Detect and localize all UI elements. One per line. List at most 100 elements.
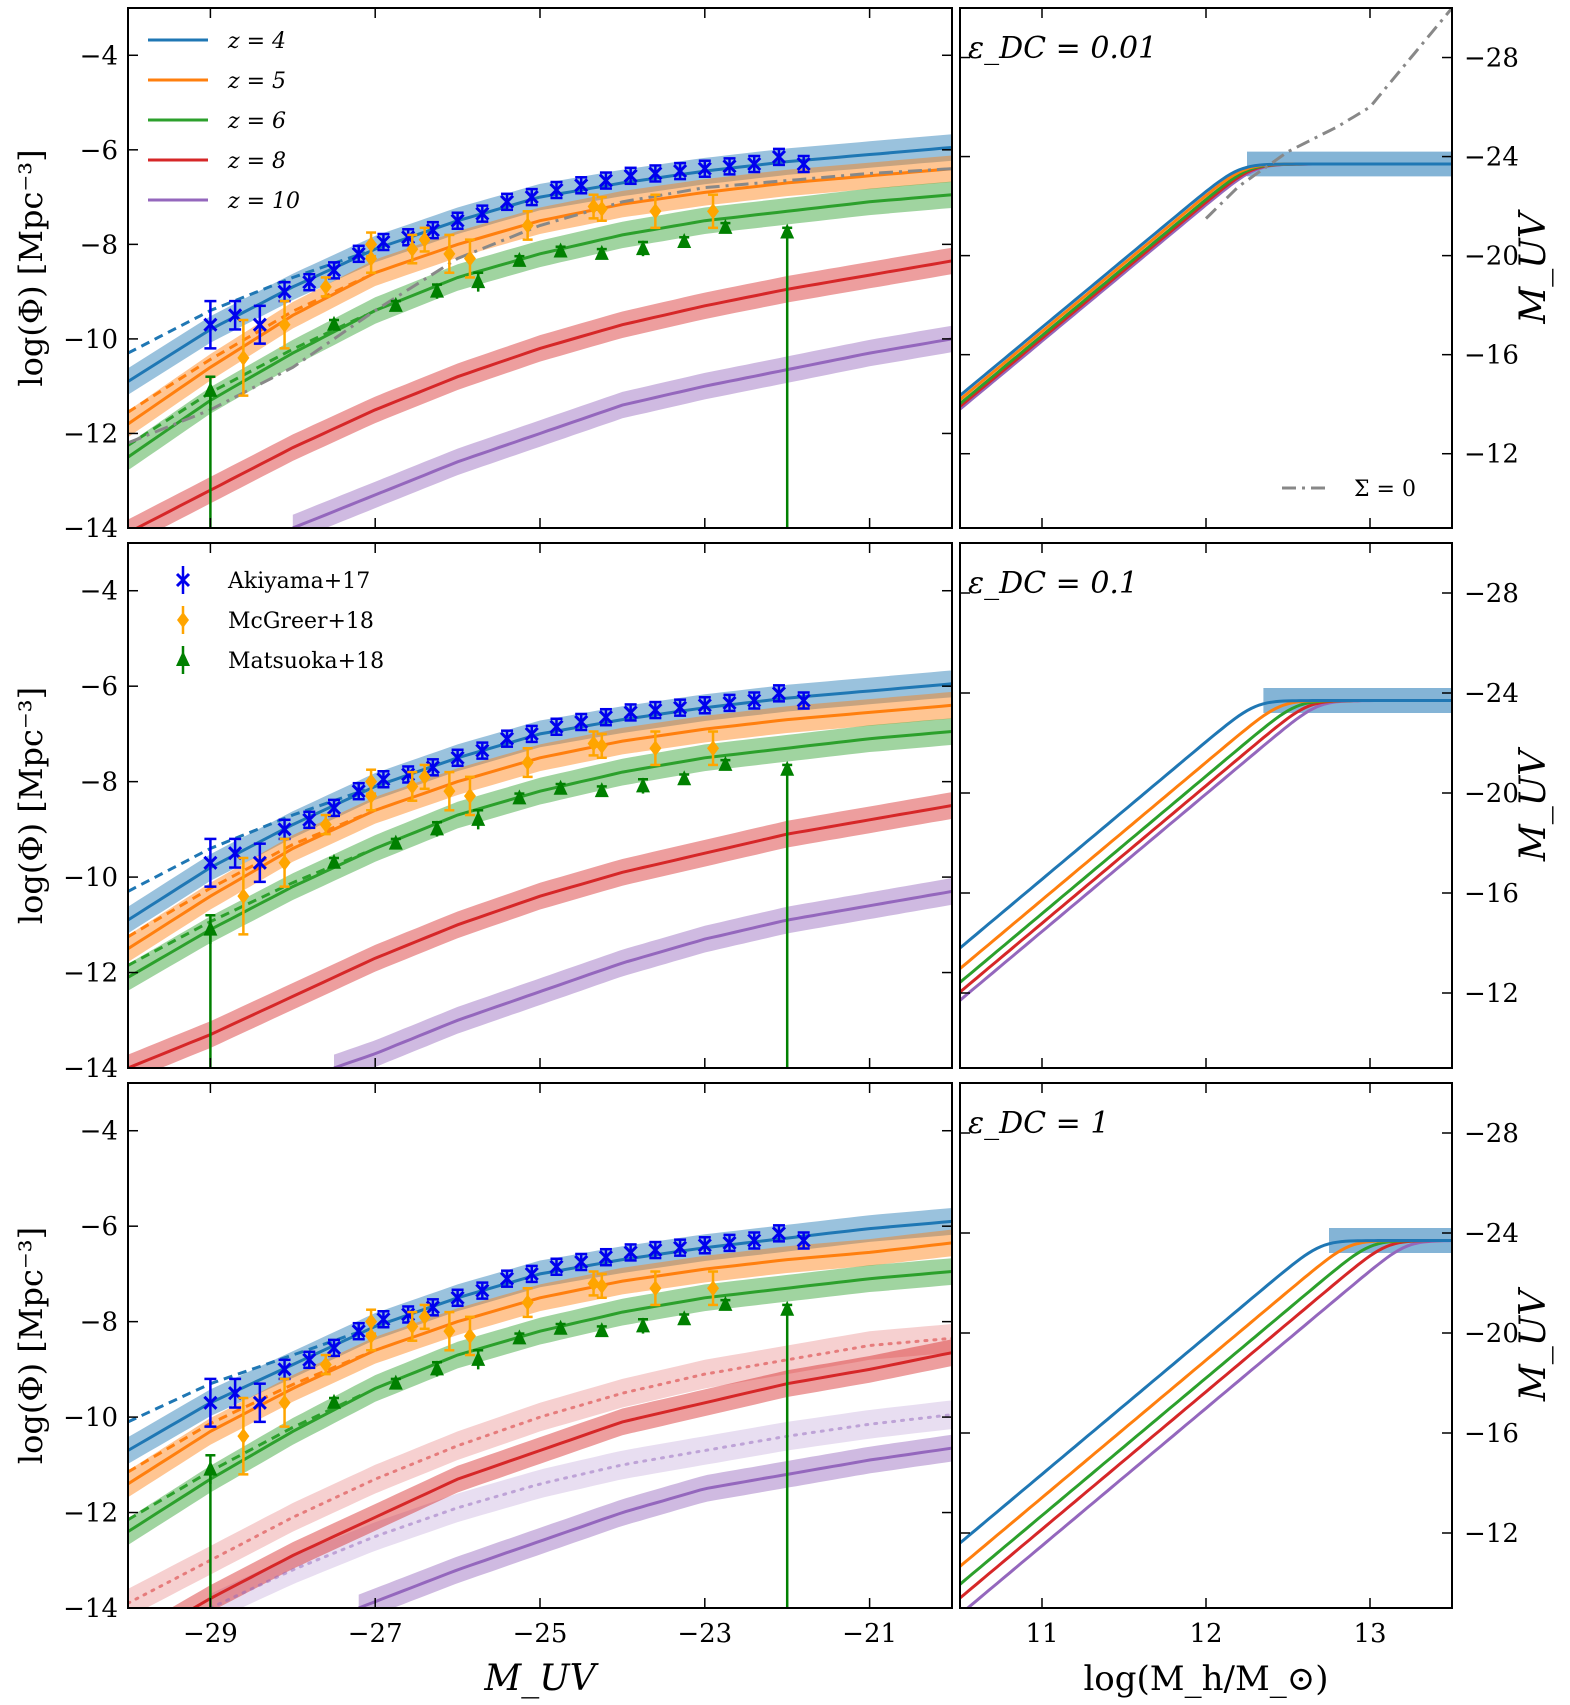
akiyama-marker (425, 223, 440, 238)
mcgreer-marker (521, 754, 534, 771)
matsuoka-marker (636, 240, 650, 256)
mcgreer-marker (707, 1280, 720, 1297)
matsuoka-marker (471, 810, 486, 826)
y-tick-label: −4 (80, 577, 118, 607)
akiyama-marker (203, 1395, 218, 1410)
left-ylabel: log(Φ) [Mpc⁻³] (12, 1227, 50, 1464)
series-curve (190, 1351, 952, 1608)
mh-muv-curve (960, 1239, 1452, 1600)
series-band (128, 1208, 952, 1464)
akiyama-marker (598, 173, 613, 188)
mcgreer-marker (418, 231, 431, 248)
mcgreer-marker (595, 737, 608, 754)
akiyama-marker (252, 317, 267, 332)
mcgreer-marker (406, 1318, 419, 1335)
right-panel-0-frame (959, 7, 1453, 529)
matsuoka-marker (430, 1360, 444, 1376)
mcgreer-marker (443, 1323, 456, 1340)
akiyama-marker (623, 1245, 638, 1260)
akiyama-marker (673, 1240, 688, 1255)
asymptote-dashed (128, 251, 366, 355)
akiyama-marker (648, 166, 663, 181)
left-xlabel: M_UV (483, 1658, 599, 1699)
series-band (128, 718, 952, 991)
mcgreer-marker (443, 783, 456, 800)
right-xlabel: log(M_h/M_⊙) (1083, 1659, 1328, 1699)
matsuoka-marker (780, 1300, 795, 1316)
akiyama-marker (771, 149, 787, 164)
mcgreer-marker (595, 1277, 608, 1294)
akiyama-marker (277, 284, 292, 299)
mcgreer-marker (595, 200, 608, 217)
bands-row-1 (128, 670, 952, 1068)
akiyama-marker (747, 156, 762, 172)
akiyama-marker (475, 743, 490, 758)
akiyama-marker (771, 686, 787, 701)
series-band (128, 134, 952, 395)
akiyama-marker (549, 719, 564, 734)
akiyama-marker (796, 693, 811, 708)
akiyama-marker (499, 731, 515, 746)
matsuoka-marker (677, 770, 692, 786)
akiyama-marker (524, 1266, 539, 1281)
mcgreer-marker (587, 1275, 600, 1292)
akiyama-marker (549, 1259, 564, 1274)
matsuoka-marker (594, 782, 609, 798)
sigma0-legend-label: Σ = 0 (1354, 477, 1416, 502)
right-lines-1 (960, 699, 1452, 1002)
akiyama-marker (326, 263, 342, 278)
data-row-2 (203, 1224, 811, 1608)
observational-data (175, 147, 811, 1608)
y-tick-label: −8 (80, 1308, 118, 1338)
matsuoka-marker (430, 282, 444, 298)
series-curve (128, 193, 952, 459)
akiyama-marker (796, 1233, 811, 1248)
right-panel-1-frame (959, 542, 1453, 1069)
mcgreer-marker (237, 1428, 250, 1445)
matsuoka-marker (780, 223, 795, 239)
y-tick-label: −12 (1464, 1519, 1519, 1549)
series-curve (333, 889, 952, 1068)
y-tick-label: −28 (1464, 44, 1519, 74)
akiyama-marker (351, 784, 366, 799)
akiyama-marker (623, 705, 638, 720)
mcgreer-marker (278, 316, 291, 333)
y-tick-label: −16 (1464, 879, 1519, 909)
mcgreer-marker (463, 787, 476, 804)
akiyama-marker (326, 800, 342, 815)
series-curve (128, 730, 952, 979)
akiyama-marker (574, 714, 589, 730)
dotted-band (210, 1400, 952, 1608)
y-tick-label: −6 (80, 136, 118, 166)
mcgreer-marker (406, 778, 419, 795)
akiyama-marker (425, 1300, 440, 1315)
series-curve (292, 337, 952, 528)
mcgreer-marker (278, 1394, 291, 1411)
mcgreer-marker (418, 768, 431, 785)
akiyama-marker (722, 1235, 737, 1250)
matsuoka-marker (512, 789, 527, 805)
right-ylabel: M_UV (1513, 746, 1554, 862)
matsuoka-marker (327, 1393, 341, 1409)
akiyama-marker (499, 194, 515, 209)
uncertainty-bands (128, 134, 1452, 1608)
y-tick-label: −10 (63, 325, 118, 355)
series-curve (128, 804, 952, 1068)
mh-muv-curve (960, 1239, 1452, 1568)
x-tick-label: 13 (1353, 1619, 1386, 1649)
mcgreer-marker (649, 1280, 662, 1297)
eps-label: ε_DC = 1 (968, 1106, 1109, 1141)
lines-row-0 (128, 146, 952, 528)
y-tick-label: −4 (80, 1117, 118, 1147)
mh-muv-curve (960, 699, 1452, 1002)
matsuoka-marker (718, 218, 733, 234)
y-tick-label: −8 (80, 230, 118, 260)
matsuoka-marker (512, 1329, 527, 1345)
akiyama-marker (252, 855, 267, 870)
mcgreer-marker (406, 241, 419, 258)
matsuoka-marker (636, 1317, 650, 1333)
mcgreer-marker (418, 1308, 431, 1325)
legend-data-label: Matsuoka+18 (228, 649, 384, 674)
akiyama-marker (351, 1324, 366, 1339)
